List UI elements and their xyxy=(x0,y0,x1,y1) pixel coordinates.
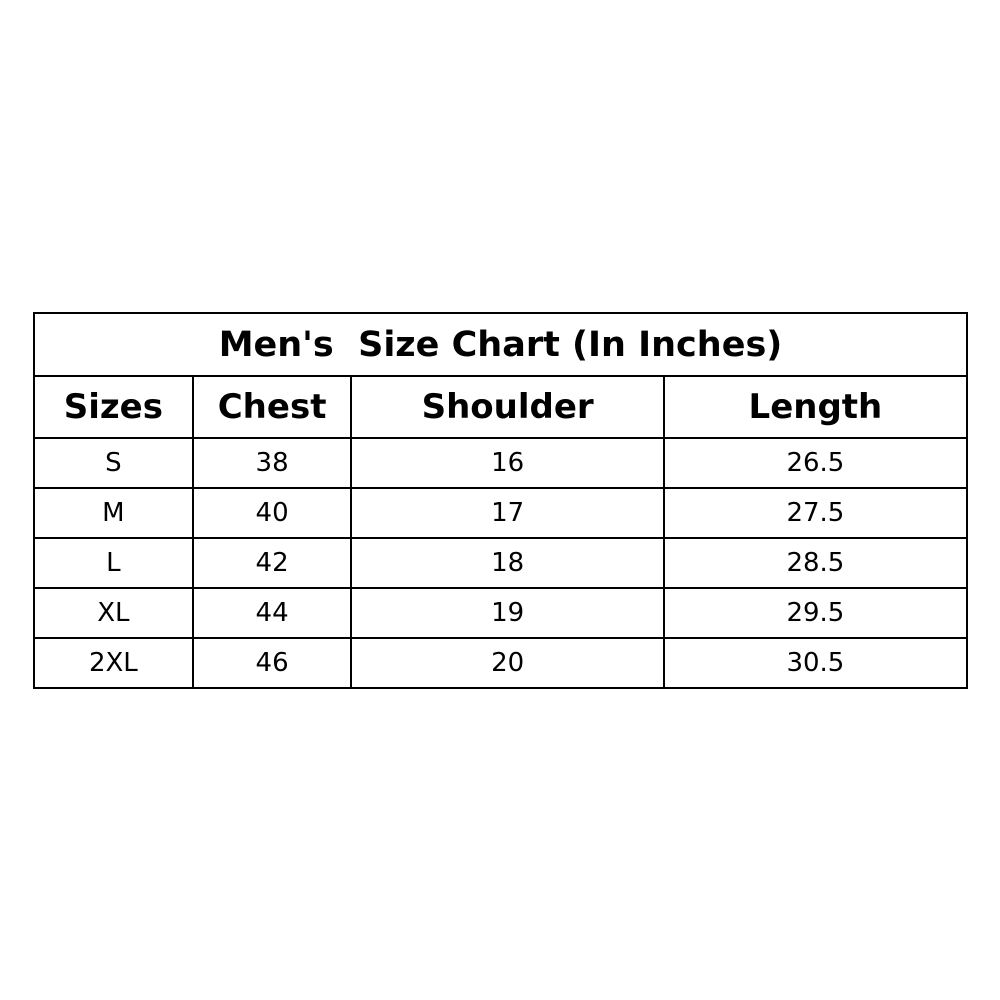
header-chest: Chest xyxy=(191,375,353,439)
cell-shoulder: 16 xyxy=(350,437,665,489)
table-row: XL 44 19 29.5 xyxy=(33,587,969,639)
cell-size: XL xyxy=(33,587,194,639)
cell-size: S xyxy=(33,437,194,489)
cell-chest: 38 xyxy=(191,437,353,489)
table-row: M 40 17 27.5 xyxy=(33,487,969,539)
table-row: S 38 16 26.5 xyxy=(33,437,969,489)
cell-chest: 40 xyxy=(191,487,353,539)
cell-size: M xyxy=(33,487,194,539)
cell-length: 27.5 xyxy=(662,487,969,539)
header-length: Length xyxy=(662,375,969,439)
header-shoulder: Shoulder xyxy=(350,375,665,439)
table-row: L 42 18 28.5 xyxy=(33,537,969,589)
table-row: 2XL 46 20 30.5 xyxy=(33,637,969,689)
cell-size: 2XL xyxy=(33,637,194,689)
header-row: Sizes Chest Shoulder Length xyxy=(33,375,969,439)
cell-shoulder: 20 xyxy=(350,637,665,689)
cell-length: 28.5 xyxy=(662,537,969,589)
cell-chest: 42 xyxy=(191,537,353,589)
size-chart-table: Men's Size Chart (In Inches) Sizes Chest… xyxy=(33,312,969,689)
cell-chest: 44 xyxy=(191,587,353,639)
cell-length: 29.5 xyxy=(662,587,969,639)
cell-length: 26.5 xyxy=(662,437,969,489)
header-sizes: Sizes xyxy=(33,375,194,439)
cell-length: 30.5 xyxy=(662,637,969,689)
table-title: Men's Size Chart (In Inches) xyxy=(33,312,968,377)
cell-size: L xyxy=(33,537,194,589)
cell-shoulder: 17 xyxy=(350,487,665,539)
cell-shoulder: 19 xyxy=(350,587,665,639)
cell-shoulder: 18 xyxy=(350,537,665,589)
cell-chest: 46 xyxy=(191,637,353,689)
